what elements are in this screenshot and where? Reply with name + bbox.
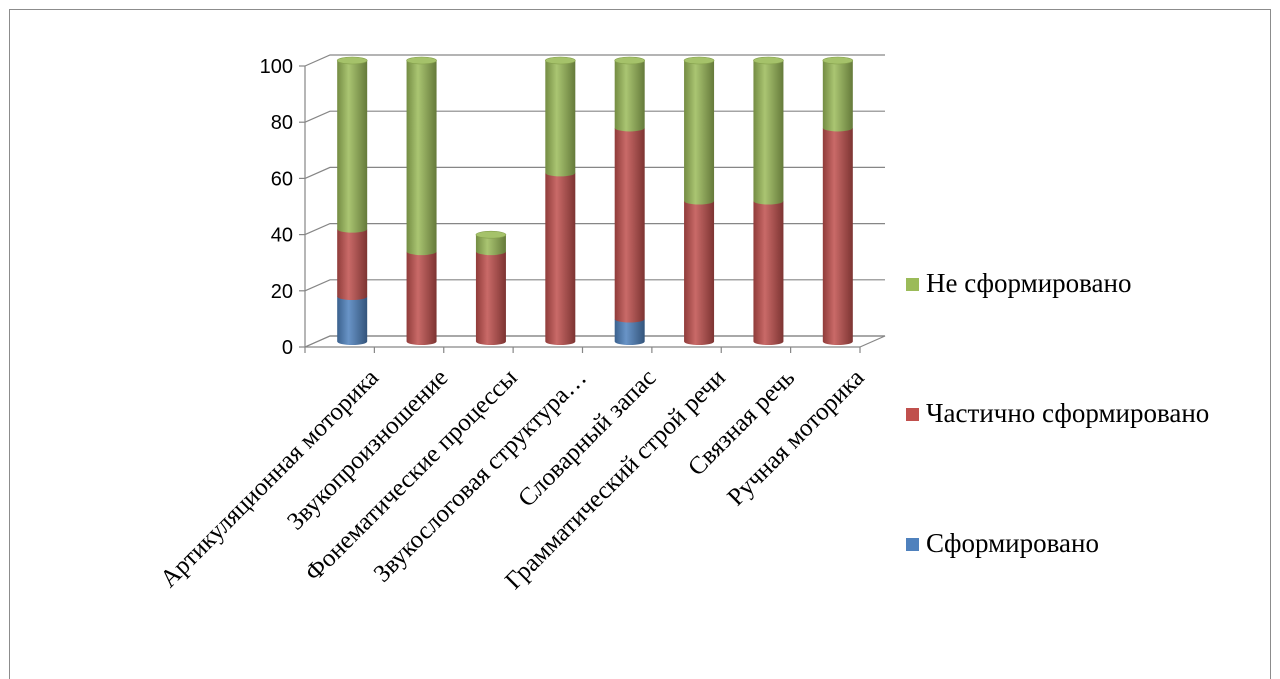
legend-swatch — [906, 538, 919, 551]
y-tick-label: 80 — [271, 112, 293, 134]
bar-segment — [337, 60, 368, 233]
gridlines — [304, 54, 885, 348]
bar-segment — [614, 319, 645, 346]
legend-label: Частично сформировано — [926, 398, 1209, 428]
legend-label: Сформировано — [926, 528, 1099, 558]
bar-cap — [545, 56, 576, 65]
bar-segment — [475, 234, 506, 256]
bar-stack — [406, 56, 437, 346]
floor-edge — [304, 335, 886, 348]
bars — [336, 56, 854, 346]
legend-item: Частично сформировано — [906, 398, 1209, 428]
legend-swatch — [906, 278, 919, 291]
gridline — [304, 279, 885, 292]
bar-cap — [336, 56, 368, 65]
legend-item: Сформировано — [906, 528, 1099, 558]
gridline — [304, 166, 885, 179]
bar-cap — [683, 56, 715, 65]
bar-segment — [337, 229, 368, 301]
y-tick-label: 40 — [271, 225, 293, 247]
legend: Не сформировано Частично сформировано Сфор… — [906, 268, 1209, 558]
bar-segment — [822, 127, 853, 346]
bar-stack — [336, 56, 368, 346]
plot-walls — [304, 66, 886, 348]
bar-stack — [822, 56, 854, 346]
legend-item: Не сформировано — [906, 268, 1132, 298]
gridline — [304, 335, 885, 348]
y-axis-ticks: 0 20 40 60 80 100 — [260, 56, 861, 359]
bar-stack — [545, 56, 576, 346]
bar-stack — [614, 56, 645, 346]
bar-cap — [406, 56, 437, 65]
bar-cap — [822, 56, 854, 65]
bar-cap — [475, 230, 507, 239]
gridline — [304, 54, 885, 67]
bar-segment — [545, 60, 576, 177]
bar-stack — [753, 56, 784, 346]
y-tick-label: 20 — [271, 281, 293, 303]
legend-label: Не сформировано — [926, 268, 1132, 298]
bar-stack — [475, 230, 507, 346]
bar-segment — [753, 60, 784, 205]
bar-segment — [475, 251, 506, 346]
y-tick-label: 60 — [271, 168, 293, 190]
y-tick-label: 100 — [260, 56, 293, 78]
bar-segment — [614, 60, 645, 132]
bar-segment — [684, 60, 715, 205]
legend-swatch — [906, 408, 919, 421]
bar-segment — [753, 201, 784, 346]
gridline — [304, 110, 885, 123]
bar-segment — [406, 60, 437, 256]
bar-cap — [614, 56, 645, 65]
bar-cap — [753, 56, 784, 65]
bar-segment — [684, 201, 715, 346]
bar-segment — [822, 60, 853, 132]
bar-stack — [683, 56, 715, 346]
x-axis-labels: Артикуляционная моторикаЗвукопроизношени… — [155, 364, 869, 595]
bar-segment — [614, 127, 645, 323]
bar-segment — [337, 296, 368, 346]
y-tick-label: 0 — [282, 337, 293, 359]
bar-segment — [545, 172, 576, 346]
bar-segment — [406, 251, 437, 346]
gridline — [304, 223, 885, 236]
